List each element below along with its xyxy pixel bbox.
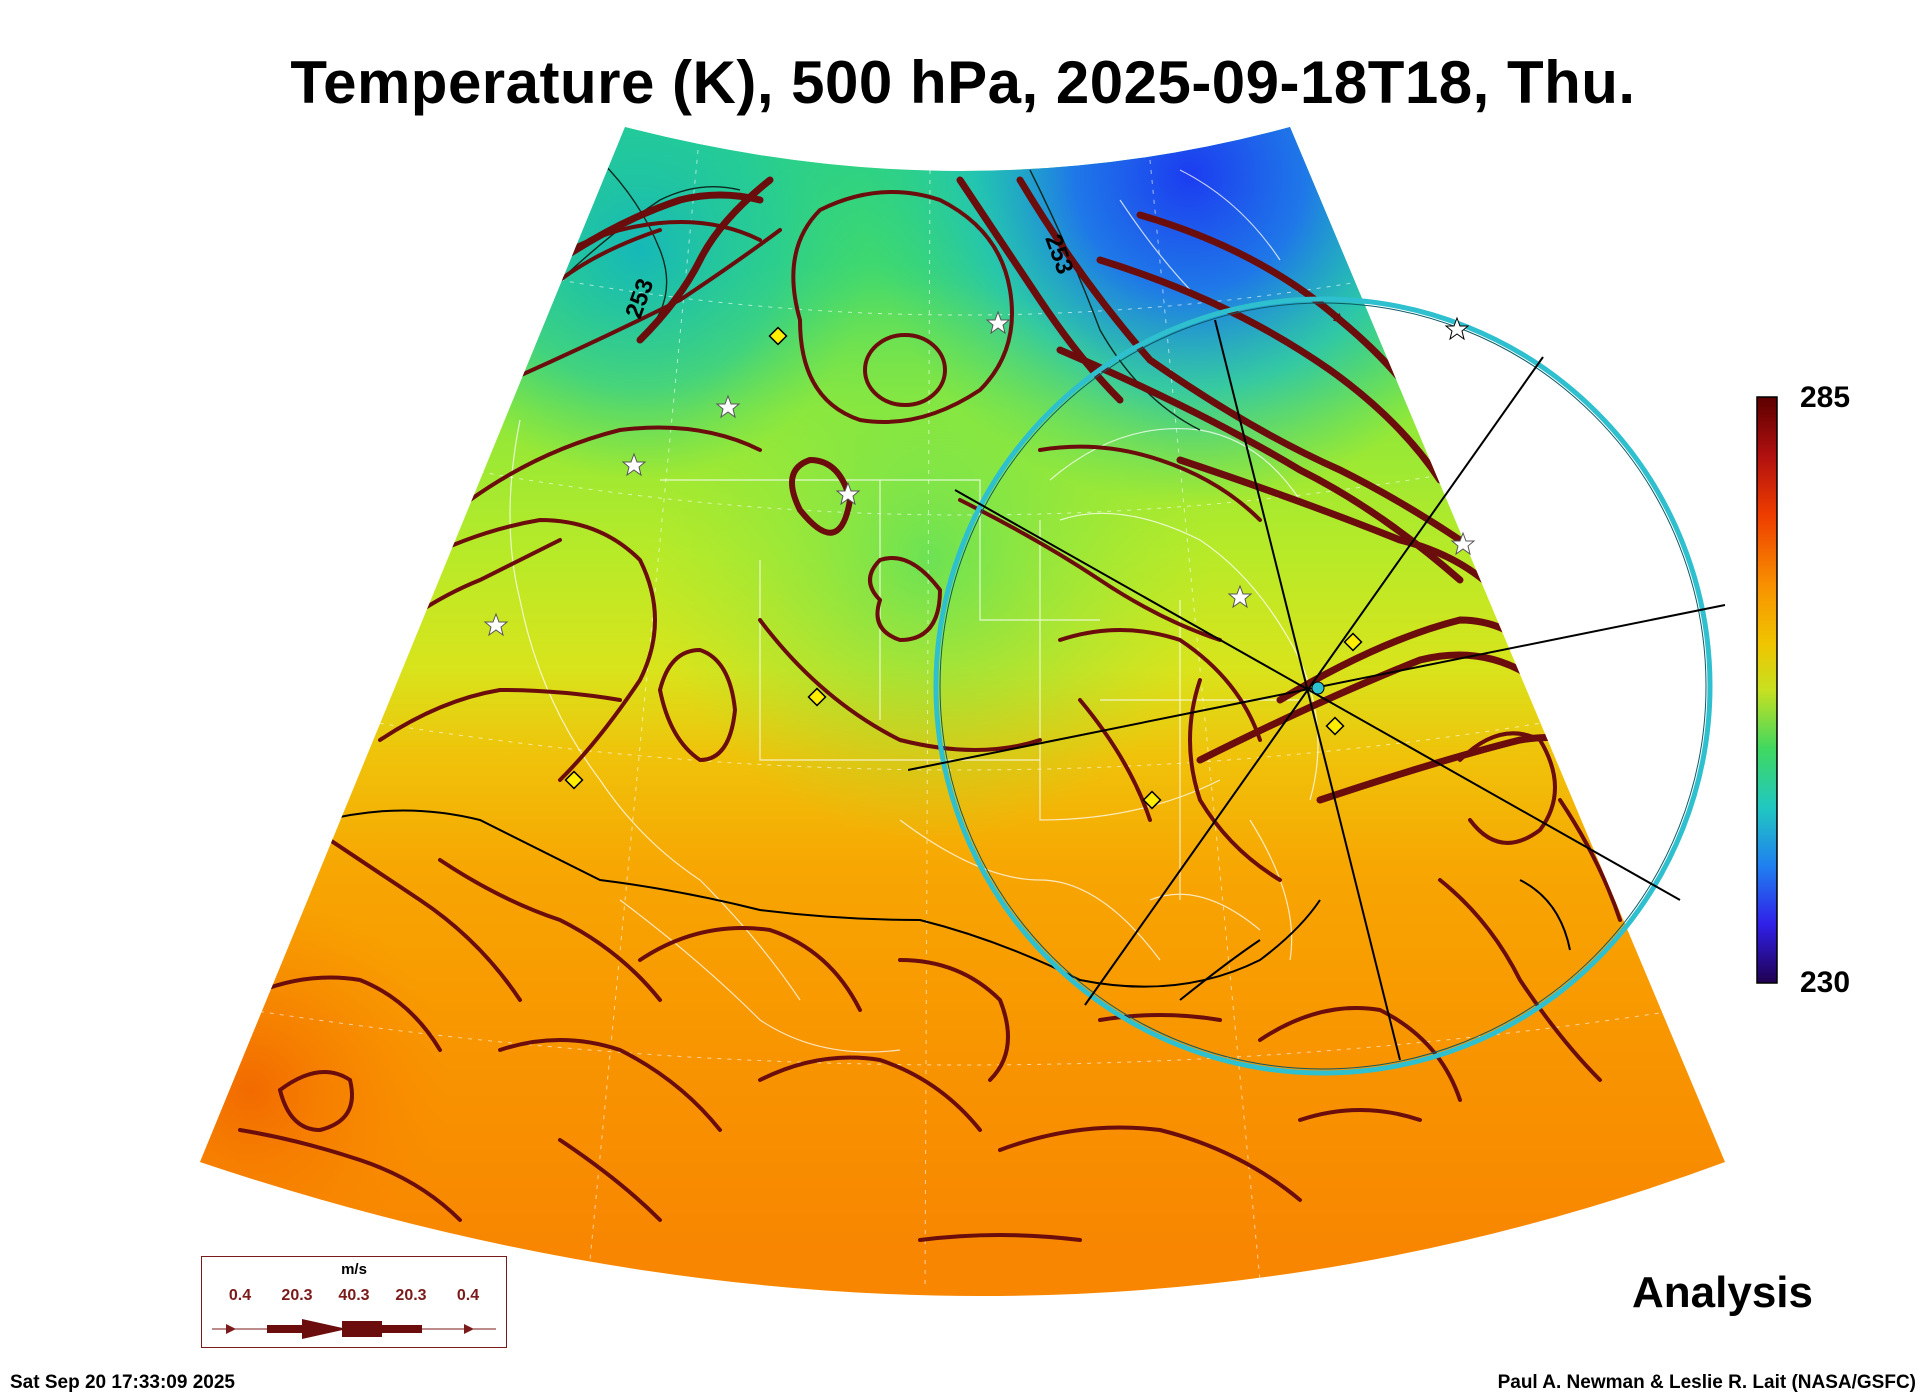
legend-value: 20.3 [281, 1287, 313, 1304]
temperature-field [200, 127, 1725, 1296]
colorbar-max-label: 285 [1800, 381, 1851, 414]
range-ring [933, 296, 1713, 1076]
station-diamond [807, 687, 827, 707]
colorbar-min-label: 230 [1800, 966, 1851, 999]
station-star [835, 481, 861, 506]
station-diamond [1142, 790, 1162, 810]
latlon-grid [249, 129, 1681, 1291]
legend-value: 0.4 [456, 1287, 480, 1304]
range-ring-overlay [907, 296, 1726, 1076]
station-diamond [564, 770, 584, 790]
wind-speed-legend: m/s 0.4 20.3 40.3 20.3 0.4 [201, 1256, 507, 1348]
station-diamond [1325, 716, 1345, 736]
star-markers [483, 310, 1476, 637]
legend-value: 0.4 [228, 1287, 252, 1304]
station-star [483, 612, 509, 637]
radial-lines [907, 319, 1726, 1061]
station-star [715, 394, 741, 419]
border-line [317, 809, 1321, 988]
diamond-markers [564, 326, 1363, 810]
colorbar [1756, 396, 1778, 984]
legend-arrow-scale [212, 1319, 496, 1339]
credits: Paul A. Newman & Leslie R. Lait (NASA/GS… [1497, 1372, 1916, 1393]
station-star [1450, 531, 1476, 556]
legend-value: 20.3 [395, 1287, 427, 1304]
legend-value: 40.3 [338, 1287, 370, 1304]
map-title: Temperature (K), 500 hPa, 2025-09-18T18,… [290, 49, 1636, 116]
generation-timestamp: Sat Sep 20 17:33:09 2025 [10, 1372, 235, 1393]
ring-center-marker [1311, 681, 1325, 695]
analysis-label: Analysis [1632, 1268, 1813, 1317]
legend-unit: m/s [341, 1261, 367, 1278]
station-star [621, 452, 647, 477]
station-star [985, 310, 1011, 335]
station-diamond [1343, 632, 1363, 652]
station-diamond [768, 326, 788, 346]
station-star [1444, 316, 1470, 341]
station-star [1227, 584, 1253, 609]
